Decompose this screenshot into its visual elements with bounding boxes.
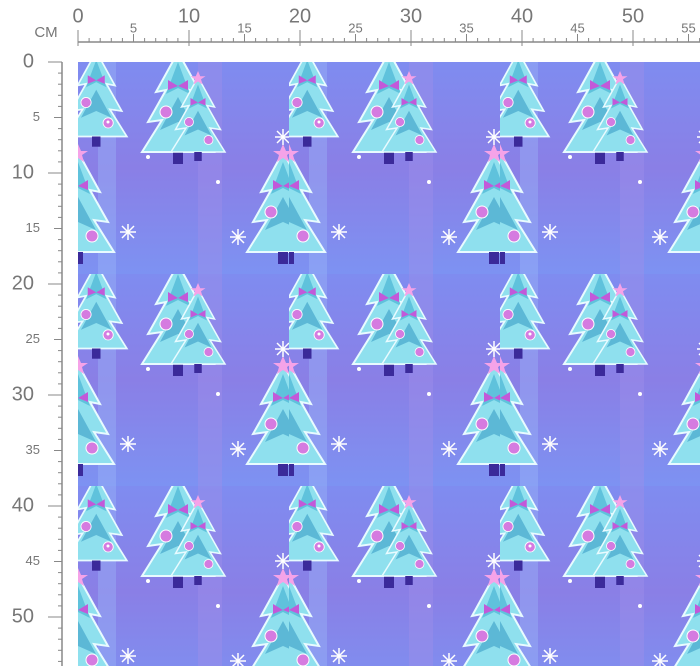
top-ruler-label: 25 (348, 20, 362, 35)
top-ruler-label: 35 (459, 20, 473, 35)
left-ruler-label: 20 (12, 272, 34, 294)
left-ruler-label: 5 (33, 109, 40, 124)
left-ruler-label: 10 (12, 161, 34, 183)
top-ruler-label: 50 (622, 5, 644, 27)
top-ruler-label: 30 (400, 5, 422, 27)
left-ruler-label: 25 (26, 331, 40, 346)
top-ruler-label: 0 (72, 5, 83, 27)
top-ruler-label: 15 (237, 20, 251, 35)
top-ruler-label: 10 (178, 5, 200, 27)
left-ruler-label: 30 (12, 383, 34, 405)
top-ruler-label: 45 (570, 20, 584, 35)
left-ruler-label: 35 (26, 442, 40, 457)
unit-label: CM (34, 24, 57, 41)
left-ruler-label: 0 (23, 50, 34, 72)
left-ruler-label: 40 (12, 494, 34, 516)
top-ruler-label: 55 (681, 20, 695, 35)
top-ruler-label: 5 (130, 20, 137, 35)
top-ruler-label: 20 (289, 5, 311, 27)
fabric-pattern (78, 62, 700, 666)
left-ruler-label: 15 (26, 220, 40, 235)
left-ruler-label: 50 (12, 605, 34, 627)
rulers: 0 5 10 15 20 25 30 35 40 45 50 55 0 5 10 15 20 25 30 35 40 45… (12, 5, 700, 671)
top-ruler-label: 40 (511, 5, 533, 27)
left-ruler-label: 45 (26, 553, 40, 568)
